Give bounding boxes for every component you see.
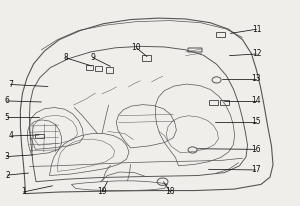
Text: 13: 13 — [251, 74, 260, 83]
Text: 8: 8 — [63, 53, 68, 62]
Text: 1: 1 — [21, 187, 26, 197]
Text: 19: 19 — [97, 187, 107, 197]
Text: 3: 3 — [4, 152, 9, 161]
Text: 15: 15 — [251, 117, 260, 126]
Text: 16: 16 — [251, 145, 260, 154]
Text: 6: 6 — [4, 96, 9, 105]
Text: 10: 10 — [132, 43, 141, 52]
Text: 2: 2 — [5, 171, 10, 180]
Bar — [188, 48, 202, 52]
Bar — [86, 65, 93, 70]
Text: 14: 14 — [251, 96, 260, 105]
Text: 4: 4 — [9, 131, 14, 140]
Text: 7: 7 — [8, 80, 13, 89]
Text: 9: 9 — [91, 53, 95, 62]
Bar — [188, 48, 202, 52]
Text: 11: 11 — [252, 25, 261, 34]
Bar — [188, 48, 202, 52]
Text: 17: 17 — [251, 165, 260, 174]
Bar — [142, 55, 151, 61]
Bar — [220, 100, 229, 105]
Bar — [35, 134, 44, 138]
Text: 12: 12 — [252, 49, 261, 59]
Bar — [209, 100, 218, 105]
Text: 5: 5 — [4, 113, 9, 122]
Bar — [106, 67, 113, 73]
Text: 18: 18 — [166, 187, 175, 197]
Bar — [95, 66, 102, 71]
Bar — [216, 32, 225, 37]
